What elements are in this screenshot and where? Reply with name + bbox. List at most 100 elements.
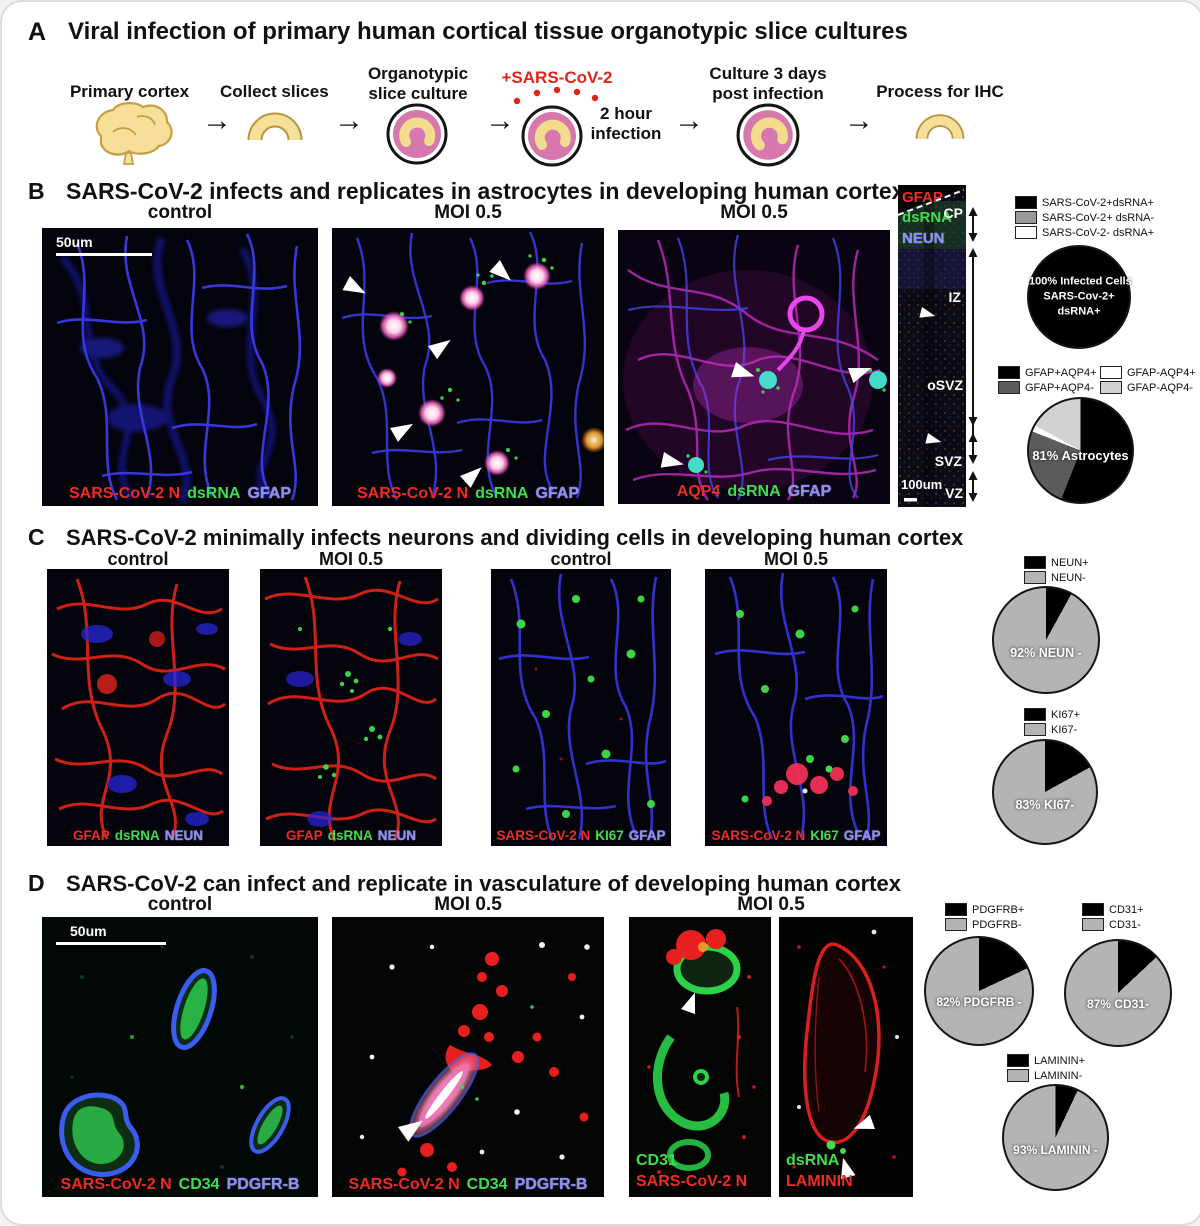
infected-dish-icon [521, 105, 583, 167]
legend-cd31: CD31+ CD31- [1082, 903, 1144, 933]
channel-label: GFAP [535, 485, 580, 502]
channel-labels: GFAP dsRNA NEUN [260, 828, 442, 843]
channel-label: NEUN [377, 828, 417, 843]
image-title: MOI 0.5 [720, 202, 788, 223]
fluorescence-art [264, 576, 439, 842]
legend-item: PDGFRB- [945, 918, 1024, 931]
zone-label-iz: IZ [948, 289, 961, 305]
fluorescence-art [623, 234, 887, 501]
micrograph-d-moi-2b: dsRNA LAMININ [779, 917, 913, 1197]
channel-label: LAMININ [786, 1173, 853, 1191]
step-culture-label: Culture 3 days post infection [709, 64, 827, 104]
channel-labels: SARS-CoV-2 N CD34 PDGFR-B [42, 1176, 318, 1194]
zone-extent-arrows-icon [968, 207, 978, 502]
slice-icon [247, 112, 303, 141]
fluorescence-art [359, 942, 590, 1177]
channel-label: SARS-CoV-2 N [60, 1176, 172, 1193]
pie-infected-cells: 100% Infected Cells SARS-Cov-2+ dsRNA+ [1027, 245, 1132, 349]
channel-label: dsRNA [902, 209, 953, 226]
channel-label: CD34 [466, 1176, 508, 1193]
fluorescence-art [792, 929, 899, 1179]
virus-dots-icon [513, 86, 599, 105]
legend-ki67: KI67+ KI67- [1024, 708, 1080, 738]
legend-label: LAMININ- [1034, 1069, 1083, 1082]
legend-swatch [1082, 903, 1104, 916]
legend-label: SARS-CoV-2+dsRNA+ [1042, 196, 1154, 209]
pie-pdgfrb: 82% PDGFRB - [924, 936, 1034, 1046]
micrograph-c-moi-2: SARS-CoV-2 N KI67 GFAP [705, 569, 887, 846]
image-title: MOI 0.5 [318, 549, 384, 569]
legend-astrocytes-col1: GFAP+AQP4+ GFAP+AQP4- [998, 366, 1097, 396]
legend-item: GFAP-AQP4+ [1100, 366, 1196, 379]
legend-swatch [998, 366, 1020, 379]
channel-labels: SARS-CoV-2 N dsRNA GFAP [42, 485, 318, 503]
legend-astrocytes-col2: GFAP-AQP4+ GFAP-AQP4- [1100, 366, 1196, 396]
channel-label: PDGFR-B [514, 1176, 588, 1193]
channel-label: GFAP [628, 828, 666, 843]
panel-d-label: D [28, 870, 45, 896]
micrograph-b-moi-1: SARS-CoV-2 N dsRNA GFAP [332, 228, 604, 506]
legend-label: SARS-CoV-2- dsRNA+ [1042, 226, 1155, 239]
micrograph-d-moi-2a: CD31 SARS-CoV-2 N [629, 917, 771, 1197]
channel-label: SARS-CoV-2 N [636, 1173, 748, 1191]
legend-item: CD31+ [1082, 903, 1144, 916]
pie-center-label: 83% KI67- [1015, 798, 1075, 813]
scale-bar: 50um [56, 923, 166, 945]
legend-swatch [998, 381, 1020, 394]
legend-laminin: LAMININ+ LAMININ- [1007, 1054, 1085, 1084]
micrograph-d-control: 50um SARS-CoV-2 N CD34 PDGFR-B [42, 917, 318, 1197]
step-collect-slices-label: Collect slices [220, 82, 329, 101]
fluorescence-art [714, 572, 884, 840]
brain-icon [95, 102, 173, 165]
image-title: control [550, 549, 612, 569]
channel-label: GFAP [285, 828, 323, 843]
step-process-ihc-label: Process for IHC [876, 82, 1004, 101]
channel-label: dsRNA [187, 485, 241, 502]
channel-labels: SARS-CoV-2 N KI67 GFAP [491, 828, 671, 843]
infection-time-label: 2 hour infection [590, 104, 662, 144]
legend-item: SARS-CoV-2+ dsRNA- [1015, 211, 1154, 224]
channel-label: PDGFR-B [226, 1176, 300, 1193]
micrograph-b-moi-2: AQP4 dsRNA GFAP [618, 230, 890, 504]
fluorescence-art [59, 945, 294, 1177]
legend-item: GFAP-AQP4- [1100, 381, 1196, 394]
fluorescence-art [341, 231, 604, 501]
fluorescence-art [898, 185, 966, 507]
legend-label: KI67+ [1051, 708, 1081, 721]
zone-label-cp: CP [943, 205, 963, 221]
channel-labels: SARS-CoV-2 N CD34 PDGFR-B [332, 1176, 604, 1194]
image-title: control [147, 894, 213, 915]
panel-a-title: Viral infection of primary human cortica… [68, 18, 908, 45]
legend-label: SARS-CoV-2+ dsRNA- [1042, 211, 1155, 224]
legend-swatch [1015, 196, 1037, 209]
legend-item: SARS-CoV-2+dsRNA+ [1015, 196, 1154, 209]
scale-bar-line [56, 942, 166, 945]
channel-label: GFAP [787, 483, 832, 500]
panel-c-label: C [28, 524, 45, 550]
legend-item: KI67- [1024, 723, 1080, 736]
legend-item: KI67+ [1024, 708, 1080, 721]
legend-infected-cells: SARS-CoV-2+dsRNA+ SARS-CoV-2+ dsRNA- SAR… [1015, 196, 1154, 241]
image-title: MOI 0.5 [763, 549, 829, 569]
culture-dish-icon [736, 103, 800, 167]
channel-labels: AQP4 dsRNA GFAP [618, 483, 890, 501]
fluorescence-art [647, 929, 756, 1174]
image-title: MOI 0.5 [434, 894, 502, 915]
channel-labels: GFAP dsRNA NEUN [47, 828, 229, 843]
legend-swatch [1024, 571, 1046, 584]
image-title: control [107, 549, 169, 569]
channel-label: KI67 [810, 828, 839, 843]
fluorescence-art [498, 573, 667, 842]
micrograph-b-control: 50um SARS-CoV-2 N dsRNA GFAP [42, 228, 318, 506]
pie-laminin: 93% LAMININ - [1002, 1084, 1109, 1191]
pie-center-label: 100% Infected Cells SARS-Cov-2+ dsRNA+ [1029, 275, 1132, 318]
channel-labels: dsRNA LAMININ [786, 1151, 853, 1193]
step-sars-label: +SARS-CoV-2 [501, 68, 613, 87]
legend-label: LAMININ+ [1034, 1054, 1086, 1067]
scale-bar: 50um [56, 234, 152, 256]
legend-swatch [1024, 708, 1046, 721]
legend-label: GFAP-AQP4- [1127, 381, 1194, 394]
fluorescence-art [51, 578, 226, 840]
legend-swatch [1100, 366, 1122, 379]
arrow-icon: → [674, 104, 704, 137]
